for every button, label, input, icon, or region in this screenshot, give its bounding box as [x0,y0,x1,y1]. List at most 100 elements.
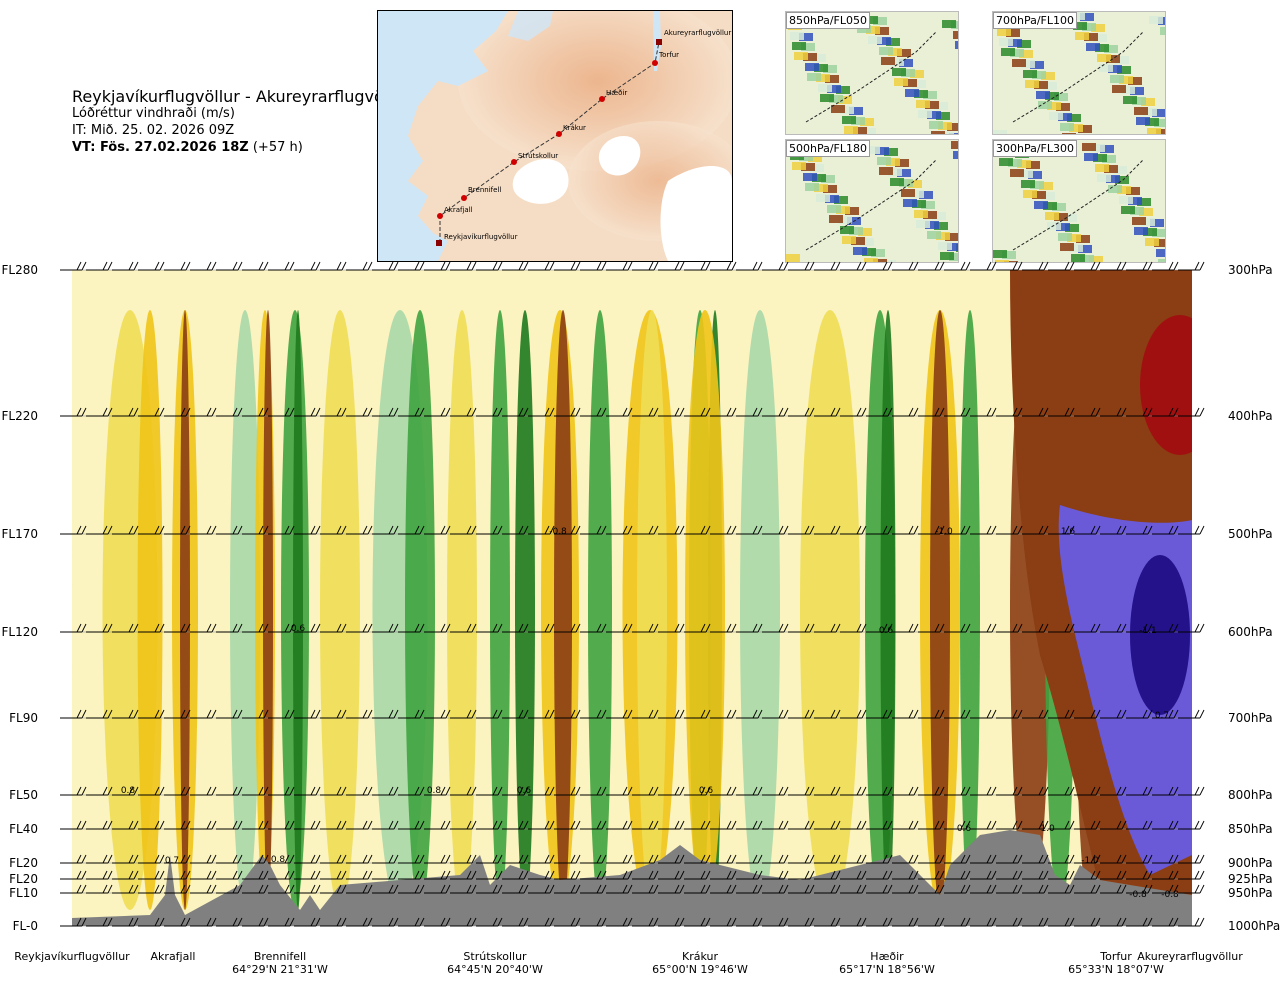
wind-barb [1126,525,1153,535]
wind-barb [944,261,971,271]
wind-barb [346,884,373,894]
field-band-0 [72,310,108,910]
level-map-cell [1067,114,1081,122]
wind-barb [398,786,425,796]
level-map-cell [925,101,939,109]
wind-barb [372,407,399,417]
wind-barb [866,709,893,719]
level-map-route [805,159,937,251]
wind-barb [1022,407,1049,417]
wind-barb [450,709,477,719]
wind-barb [502,786,529,796]
level-map-cell [1097,174,1111,182]
wind-barb [242,884,269,894]
wind-barb [762,884,789,894]
station-label: Strútskollur 64°45'N 20°40'W [447,950,543,976]
wind-barb [814,854,841,864]
wind-barb [1100,261,1127,271]
wind-barb [1100,884,1127,894]
field-band-9 [293,310,303,910]
wind-barb [1100,854,1127,864]
wind-barb [138,854,165,864]
level-map-850: 850hPa/FL050 [785,11,959,135]
wind-barb [476,525,503,535]
wind-barb [164,854,191,864]
wind-barb [138,709,165,719]
level-map-cell [1152,229,1165,237]
wind-barb [1178,261,1205,271]
wind-barb [606,870,633,880]
level-map-cell [877,37,891,45]
level-map-cell [918,110,932,118]
wind-barb [164,407,191,417]
level-map-cell [1076,235,1090,243]
wind-barb [450,884,477,894]
wind-barb [1126,870,1153,880]
level-map-cell [1008,159,1022,167]
wind-barb [606,820,633,830]
wind-barb [294,261,321,271]
wind-barb [840,786,867,796]
level-map-cell [886,38,900,46]
wind-barb [268,884,295,894]
level-map-cell [1119,196,1133,204]
wind-barb [788,917,815,927]
wind-barb [320,917,347,927]
wind-barb [1074,870,1101,880]
level-map-cell [901,189,915,197]
station-name: Akrafjall [150,950,196,963]
level-map-cell [827,85,841,93]
wind-barb [294,709,321,719]
wind-barb [866,884,893,894]
level-map-cell [1147,128,1161,134]
wind-barb [372,884,399,894]
level-map-cell [1115,56,1129,64]
level-map-cell [860,118,874,126]
wind-barb [216,407,243,417]
field-band-25 [800,310,860,910]
wind-barb [606,884,633,894]
level-map-cell [829,215,843,223]
wind-barb [424,261,451,271]
level-map-cell [799,153,813,161]
wind-barb [710,854,737,864]
wind-barb [1022,623,1049,633]
wind-barb [1126,261,1153,271]
level-map-cell [840,106,854,114]
level-map-cell [807,73,821,81]
wind-barb [996,917,1023,927]
wind-barb [554,884,581,894]
wind-barb [762,854,789,864]
wind-barb [762,623,789,633]
level-map-cell [931,131,945,134]
wind-barb [710,525,737,535]
wind-barb [398,870,425,880]
wind-barb [346,820,373,830]
level-map-cell [886,158,900,166]
level-map-cell [1108,65,1122,73]
wind-barb [424,709,451,719]
level-map-cell [934,102,948,110]
level-map-cell [1115,176,1129,184]
contour-label: -0.8 [1129,890,1147,900]
wind-barb [970,870,997,880]
level-map-cell [799,33,813,41]
level-map-cell [849,227,863,235]
wind-barb [190,884,217,894]
level-map-cell [805,63,819,71]
wind-barb [736,525,763,535]
wind-barb [554,854,581,864]
level-map-cell [801,43,815,51]
wind-barb [424,820,451,830]
level-map-cell [786,254,800,262]
wind-barb [554,870,581,880]
wind-barb [346,709,373,719]
wind-barb [1048,525,1075,535]
wind-barb [736,854,763,864]
wind-barb [216,870,243,880]
wind-barb [944,525,971,535]
wind-barb [268,786,295,796]
wind-barb [1100,870,1127,880]
wind-barb [970,623,997,633]
wind-barb [866,623,893,633]
